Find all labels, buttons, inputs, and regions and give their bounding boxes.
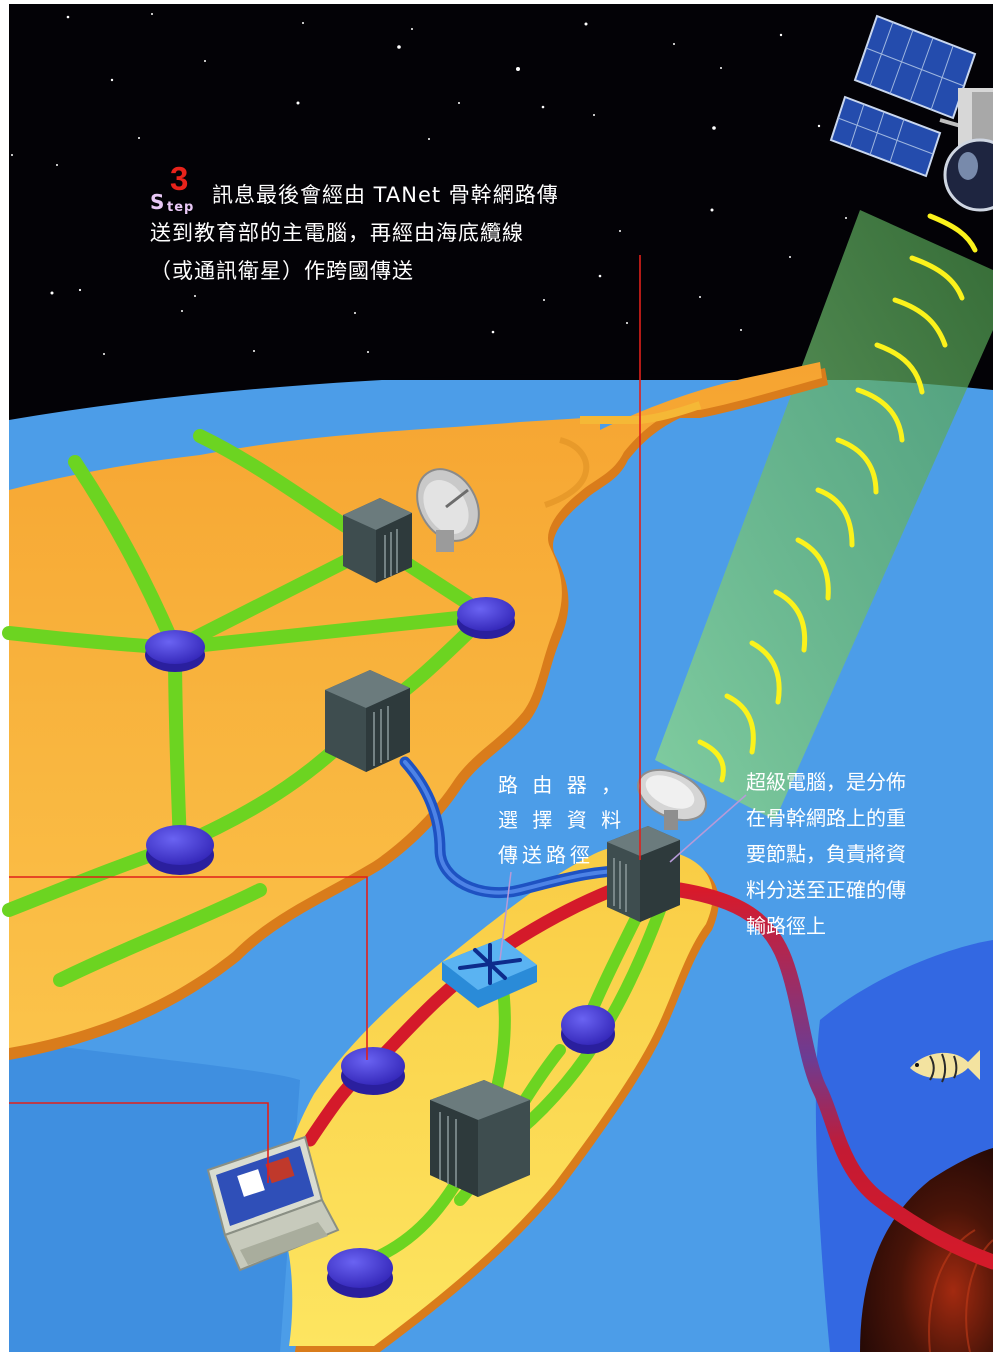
supercomputer-caption-line4: 料分送至正確的傳 bbox=[746, 878, 906, 902]
step3-line3: （或通訊衛星）作跨國傳送 bbox=[150, 259, 414, 283]
satellite-icon bbox=[829, 14, 993, 212]
network-node-icon bbox=[327, 1248, 393, 1298]
server-icon bbox=[343, 498, 412, 583]
supercomputer-icon bbox=[607, 826, 680, 922]
step3-line1: 訊息最後會經由 TANet 骨幹網路傳 bbox=[212, 183, 559, 207]
network-node-icon bbox=[341, 1047, 405, 1095]
step-badge-tep: tep bbox=[167, 200, 195, 215]
network-node-icon bbox=[146, 825, 214, 875]
supercomputer-caption-line3: 要節點，負責將資 bbox=[746, 842, 906, 866]
submarine-cable bbox=[672, 882, 993, 1270]
laptop-icon bbox=[206, 1135, 340, 1272]
step-badge-s: S bbox=[150, 190, 166, 214]
supercomputer-caption-line2: 在骨幹網路上的重 bbox=[746, 806, 906, 830]
step3-line2: 送到教育部的主電腦，再經由海底纜線 bbox=[150, 221, 524, 245]
signal-beam bbox=[655, 210, 993, 820]
supercomputer-caption: 超級電腦，是分佈 在骨幹網路上的重 要節點，負責將資 料分送至正確的傳 輸路徑上 bbox=[746, 764, 946, 944]
router-caption-line3: 傳送路徑 bbox=[498, 843, 594, 867]
stars bbox=[11, 13, 847, 355]
router-caption-line2: 選 擇 資 料 bbox=[498, 808, 626, 832]
supercomputer-caption-line5: 輸路徑上 bbox=[746, 914, 826, 938]
step-badge: S tep 3 bbox=[150, 160, 212, 215]
server-icon bbox=[325, 670, 410, 772]
step3-caption: S tep 3 訊息最後會經由 TANet 骨幹網路傳 送到教育部的主電腦，再經… bbox=[150, 160, 670, 290]
supercomputer-caption-line1: 超級電腦，是分佈 bbox=[746, 770, 906, 794]
seabed bbox=[860, 1148, 993, 1352]
router-caption-line1: 路 由 器 ， bbox=[498, 773, 626, 797]
router-icon bbox=[442, 938, 537, 1008]
network-node-icon bbox=[145, 630, 205, 672]
network-node-icon bbox=[457, 597, 515, 639]
leader-lines bbox=[9, 255, 641, 1183]
fish-icon bbox=[910, 1050, 980, 1083]
backbone-links bbox=[303, 873, 647, 1147]
server-icon bbox=[430, 1080, 530, 1197]
router-caption: 路 由 器 ， 選 擇 資 料 傳送路徑 bbox=[498, 768, 628, 873]
satellite-dish-icon bbox=[416, 468, 480, 552]
network-node-icon bbox=[561, 1005, 615, 1054]
pointer-lines bbox=[499, 794, 747, 961]
step-badge-number: 3 bbox=[170, 160, 190, 197]
